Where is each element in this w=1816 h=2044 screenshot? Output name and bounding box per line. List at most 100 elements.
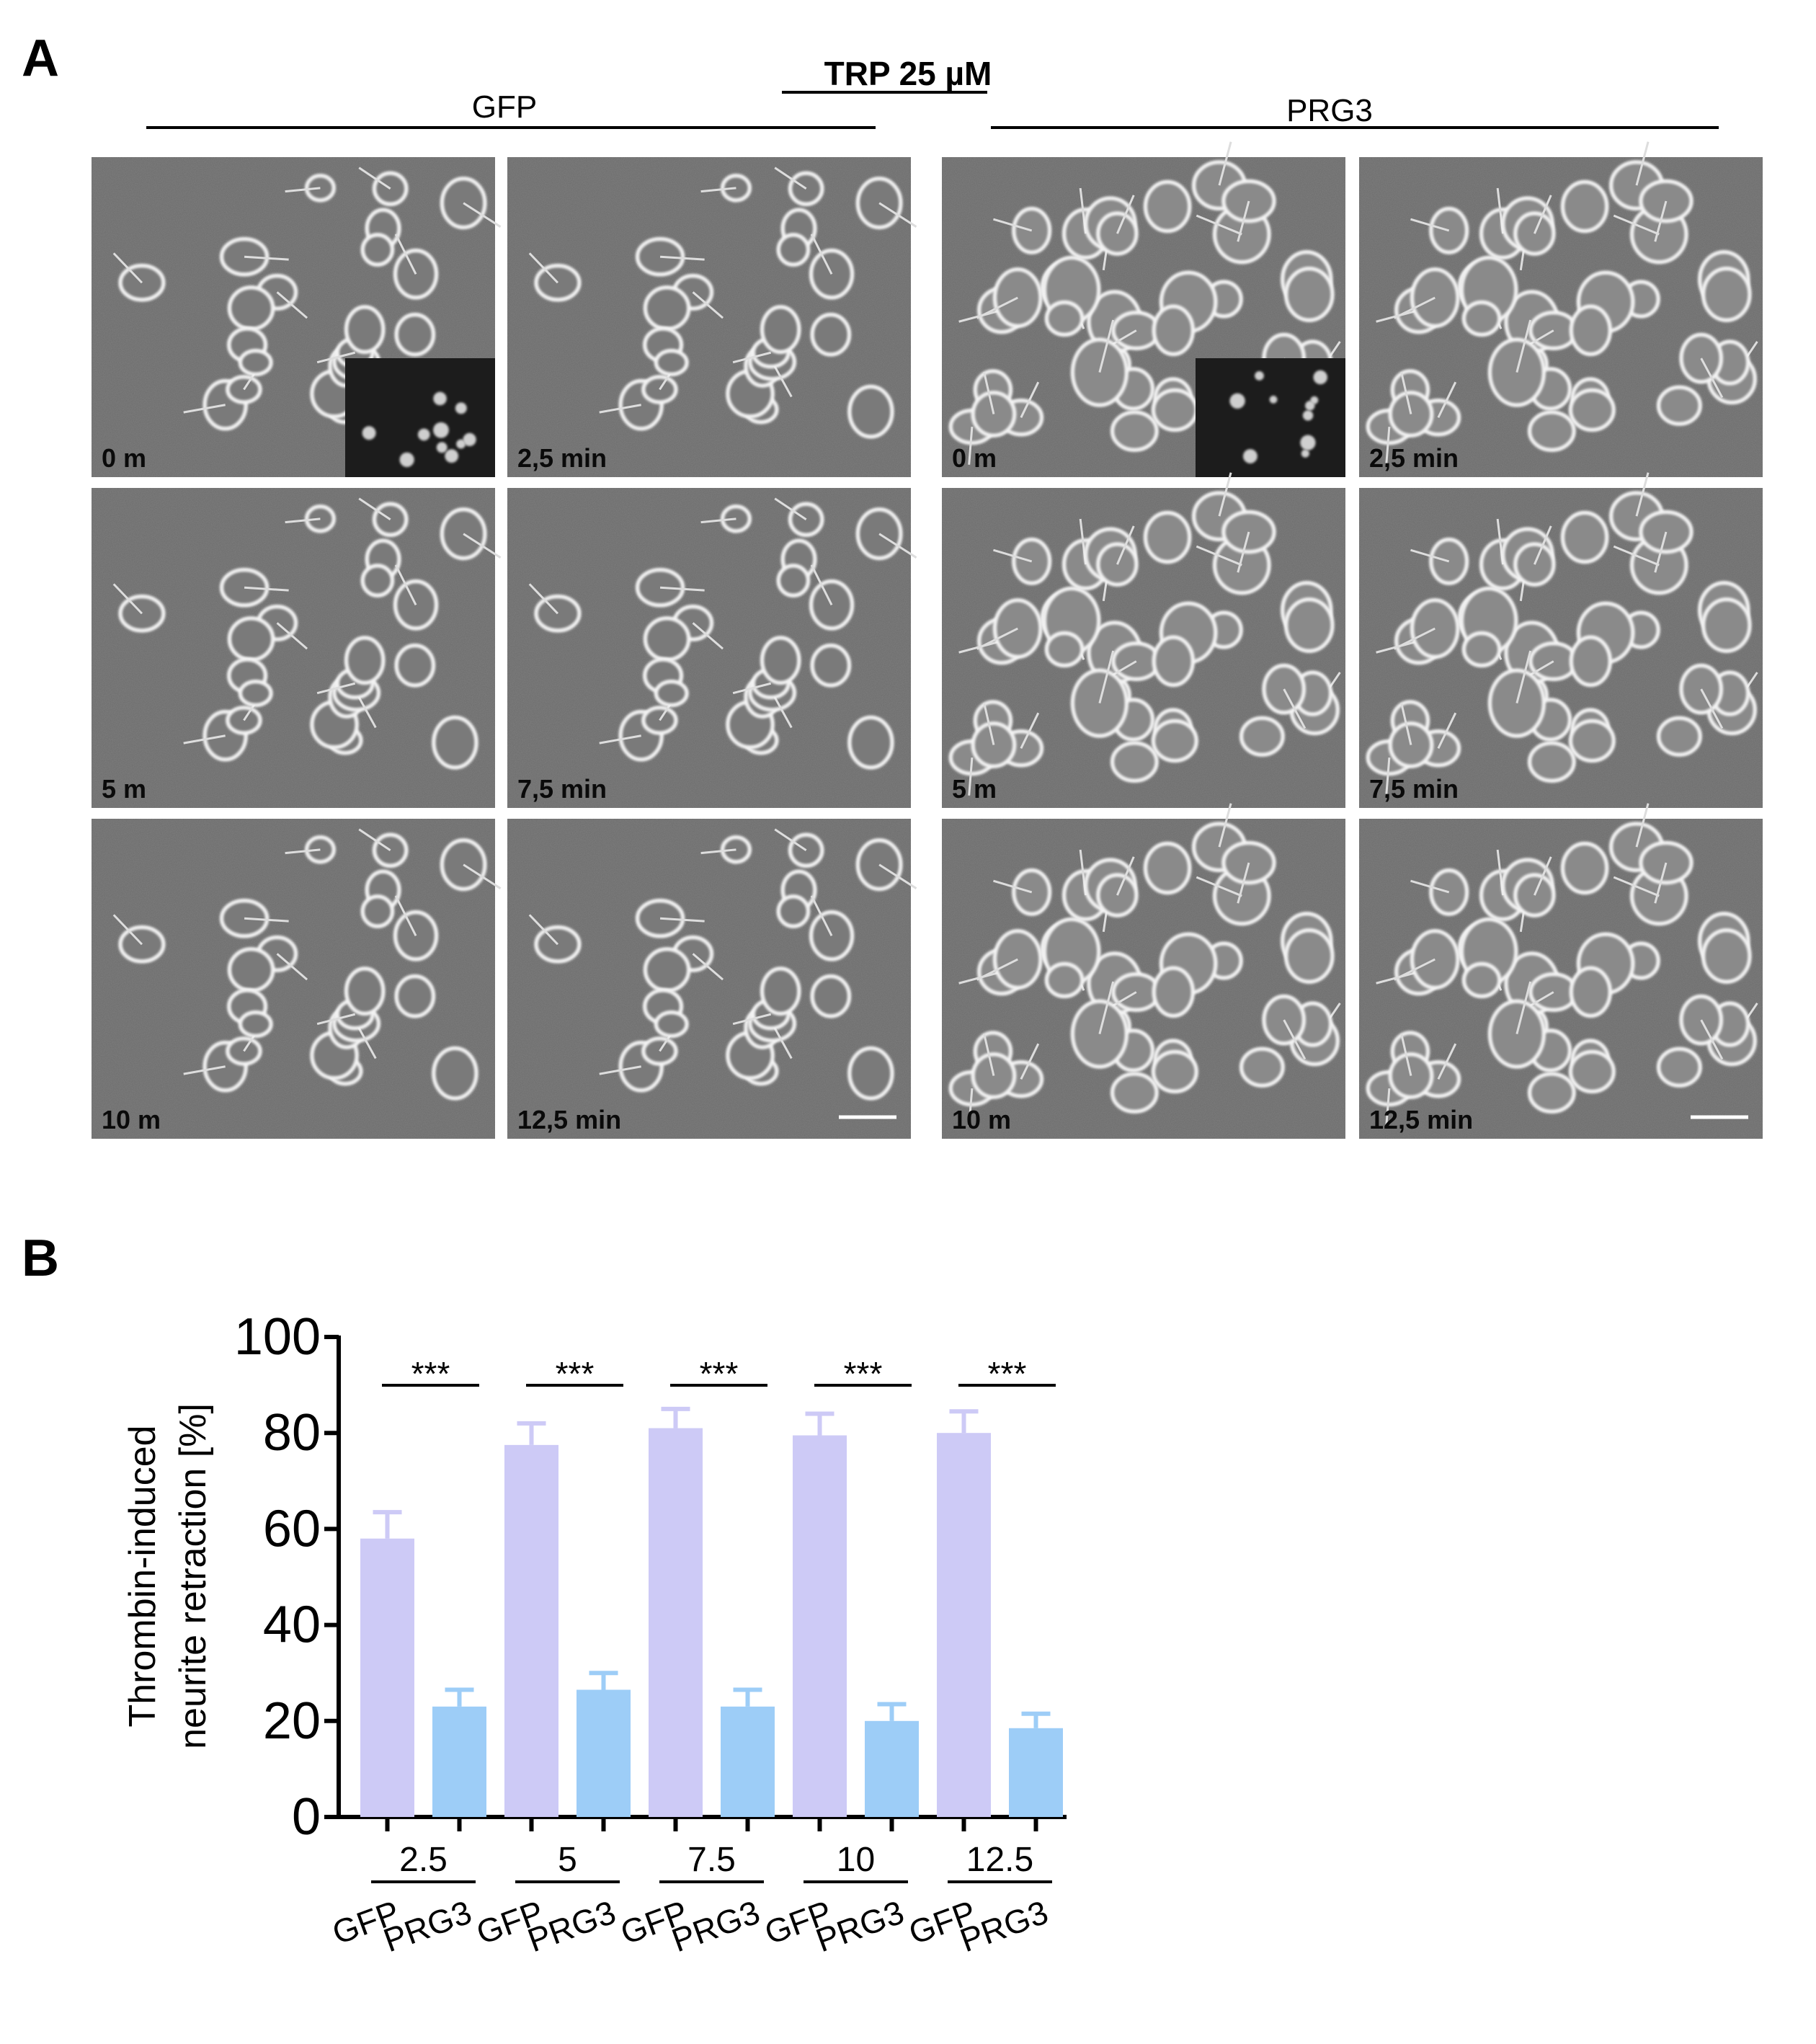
cell: [1656, 385, 1702, 426]
cell: [1044, 631, 1085, 668]
micrograph-tile: 2,5 min: [1359, 141, 1763, 477]
significance-label: ***: [844, 1355, 883, 1392]
micrograph-tile: 7,5 min: [1359, 472, 1763, 808]
neurite: [1613, 545, 1660, 566]
inset-background: [345, 358, 495, 477]
cell: [855, 838, 903, 892]
cell: [1283, 597, 1335, 653]
neurite: [968, 757, 974, 796]
cell: [847, 1046, 894, 1101]
cell: [1568, 388, 1616, 432]
neurite: [692, 291, 724, 319]
neurite: [285, 517, 321, 524]
neurite: [983, 702, 995, 745]
cell: [776, 564, 811, 597]
significance-label: ***: [556, 1355, 595, 1392]
neurite: [983, 1033, 995, 1076]
cell: [238, 1010, 273, 1039]
micrograph-tile: 12,5 min: [507, 819, 917, 1139]
cell: [1151, 388, 1198, 432]
cell: [1151, 1049, 1198, 1094]
cell: [760, 967, 801, 1016]
time-label: 2,5 min: [517, 443, 607, 473]
neurite: [1237, 200, 1250, 242]
cell: [1283, 267, 1335, 322]
micrograph-tile: 12,5 min: [1359, 803, 1763, 1139]
bar-gfp: [649, 1428, 703, 1817]
cell: [643, 285, 691, 332]
cell: [394, 312, 436, 357]
cell: [1151, 719, 1198, 763]
cell: [1096, 211, 1139, 256]
cell: [1110, 741, 1159, 783]
cell: [810, 312, 852, 357]
cell-cluster: [948, 141, 1341, 465]
neurite: [1196, 876, 1242, 897]
neurite: [1116, 856, 1135, 896]
neurite: [1410, 879, 1450, 894]
cell: [1070, 337, 1129, 407]
cell: [776, 894, 811, 928]
neurite: [599, 1065, 641, 1075]
neurite: [1098, 319, 1115, 373]
cell: [643, 947, 691, 993]
neurite: [1196, 545, 1242, 566]
cell: [760, 305, 801, 355]
bar-prg3: [577, 1689, 631, 1817]
neurite: [1534, 195, 1552, 234]
time-label: 10 m: [102, 1105, 161, 1134]
neurite: [1393, 296, 1436, 319]
neurite: [1613, 214, 1660, 236]
neurite: [285, 187, 321, 193]
y-tick-label: 80: [263, 1404, 321, 1462]
neurite: [1400, 371, 1412, 414]
cell: [1487, 999, 1546, 1069]
neurite: [810, 564, 833, 605]
time-label: 7,5 min: [517, 774, 607, 804]
category-label: 5: [558, 1841, 577, 1879]
neurite: [1410, 548, 1450, 563]
fluorescent-cell: [362, 426, 376, 440]
fluorescent-cell: [1301, 449, 1309, 458]
neurite: [1098, 981, 1115, 1034]
fluorescent-cell: [1229, 393, 1245, 409]
cell: [1110, 410, 1159, 453]
fluorescent-cell: [445, 449, 459, 463]
neurite: [1385, 1088, 1391, 1127]
neurite: [983, 371, 995, 414]
neurite: [1020, 381, 1040, 418]
significance-label: ***: [988, 1355, 1027, 1392]
neurite: [700, 187, 736, 193]
micrograph-tile: 5 m: [92, 488, 502, 808]
neurite: [1515, 650, 1532, 703]
fluorescent-cell: [1255, 371, 1264, 381]
neurite: [244, 586, 289, 592]
cell: [788, 171, 824, 207]
time-label: 12,5 min: [1369, 1105, 1473, 1134]
neurite: [1020, 1043, 1040, 1080]
neurite: [1283, 1019, 1307, 1060]
micrograph-texture: [507, 819, 911, 1139]
neurite: [1700, 688, 1724, 729]
cell: [1461, 631, 1502, 668]
neurite: [463, 863, 502, 889]
cell: [1239, 1047, 1285, 1088]
cell: [776, 233, 811, 267]
neurite: [700, 517, 736, 524]
neurite: [285, 848, 321, 855]
neurite: [976, 958, 1018, 981]
bar-gfp: [360, 1538, 414, 1817]
cell: [1701, 928, 1752, 984]
fluorescent-cell: [1300, 435, 1316, 450]
neurite: [244, 917, 289, 923]
cell: [847, 715, 894, 770]
cell: [1568, 1049, 1616, 1094]
fluorescent-cell: [1313, 370, 1327, 385]
neurite: [659, 586, 705, 592]
cell: [394, 974, 436, 1018]
cell: [344, 967, 386, 1016]
cell: [1070, 668, 1129, 738]
cell-cluster: [1366, 803, 1758, 1127]
cell: [992, 929, 1043, 990]
